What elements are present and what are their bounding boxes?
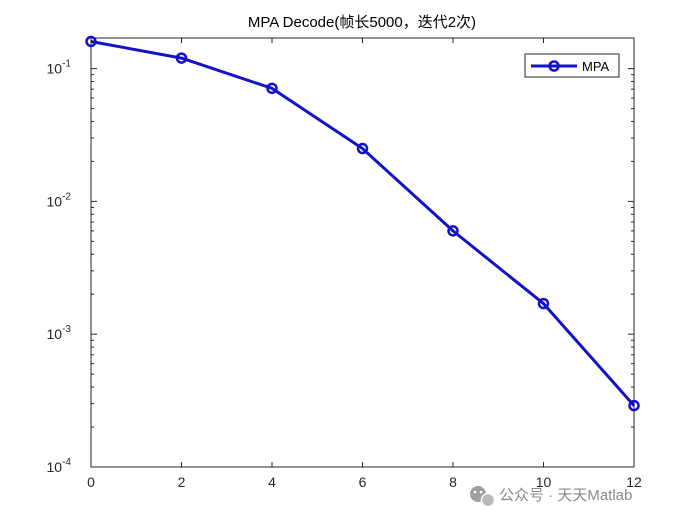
series-layer (85, 35, 640, 412)
x-tick-label: 12 (626, 474, 642, 490)
chart-title: MPA Decode(帧长5000，迭代2次) (248, 14, 476, 31)
data-point (628, 399, 640, 412)
x-tick-label: 10 (536, 474, 552, 490)
data-point (85, 35, 97, 48)
x-tick-label: 6 (359, 474, 367, 490)
data-point (537, 297, 550, 310)
x-tick-label: 4 (268, 474, 276, 490)
legend: MPA (524, 53, 620, 78)
y-tick-label: 10-4 (47, 457, 72, 475)
data-point (175, 52, 188, 64)
data-point (356, 142, 369, 155)
watermark: 公众号 · 天天Matlab (470, 486, 632, 508)
x-tick-label: 2 (178, 474, 186, 490)
y-tick-label: 10-1 (47, 59, 72, 77)
axis-ticks (90, 38, 635, 468)
y-tick-label: 10-3 (47, 324, 72, 342)
x-tick-label: 0 (87, 474, 95, 490)
legend-marker-sample (548, 60, 560, 72)
data-point (447, 225, 459, 237)
x-axis-tick-labels: 0 2 4 6 8 10 12 (87, 474, 642, 490)
y-tick-label: 10-2 (47, 191, 72, 209)
series-line-mpa (90, 40, 636, 407)
watermark-text: 公众号 · 天天Matlab (499, 487, 632, 504)
y-axis-tick-labels: 10-1 10-2 10-3 10-4 (47, 59, 72, 475)
legend-entry-mpa: MPA (582, 59, 610, 74)
data-point (266, 82, 278, 95)
wechat-icon (470, 486, 496, 508)
x-tick-label: 8 (449, 474, 457, 490)
plot-area (90, 37, 635, 468)
